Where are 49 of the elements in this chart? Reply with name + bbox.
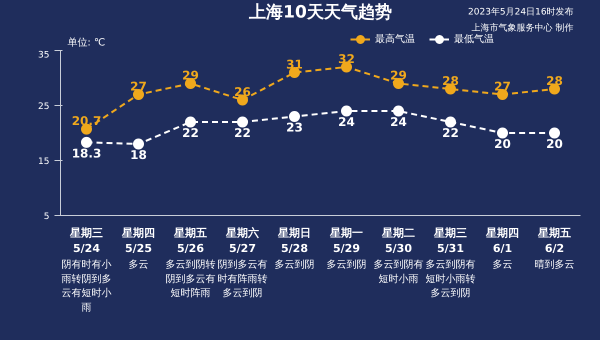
x-tick-label: 星期日 5/28 — [277, 226, 311, 256]
data-label: 28 — [442, 74, 459, 88]
x-tick-label: 星期一 5/29 — [329, 226, 363, 256]
data-label: 29 — [390, 68, 407, 82]
data-label: 20 — [494, 137, 511, 151]
data-label: 18 — [130, 148, 147, 162]
y-tick-label: 25 — [38, 102, 50, 112]
data-label: 26 — [234, 85, 251, 99]
y-tick-label: 35 — [38, 50, 50, 60]
text: 上海市气象服务中心 制作 — [472, 22, 574, 34]
text: 多云 — [492, 258, 512, 270]
data-label: 24 — [390, 115, 407, 129]
x-tick-label: 星期二 5/30 — [381, 226, 415, 256]
x-tick-label: 星期五 5/26 — [173, 226, 207, 256]
x-tick-label: 星期四 6/1 — [485, 226, 519, 256]
data-label: 29 — [182, 68, 199, 82]
text: 多云 — [128, 258, 148, 270]
data-label: 27 — [130, 80, 147, 94]
data-label: 22 — [234, 126, 251, 140]
data-label: 22 — [442, 126, 459, 140]
data-label: 20 — [546, 137, 563, 151]
y-tick-label: 15 — [38, 157, 50, 167]
data-label: 32 — [338, 52, 355, 66]
data-label: 28 — [546, 74, 563, 88]
text: 多云到阴 — [274, 258, 314, 270]
data-label: 24 — [338, 115, 355, 129]
legend-label: 最高气温 — [375, 32, 415, 46]
x-tick-label: 星期四 5/25 — [121, 226, 155, 256]
x-tick-label: 星期五 6/2 — [537, 226, 571, 256]
data-label: 18.3 — [72, 146, 102, 160]
text: 多云到阴 — [326, 258, 366, 270]
y-axis-title: 单位: ℃ — [67, 36, 106, 48]
text: 多云到阴有短时小雨 — [374, 258, 424, 285]
text: 阴到多云有时有阵雨转多云到阴 — [218, 258, 268, 300]
x-tick-label: 星期六 5/27 — [225, 226, 259, 256]
chart-title: 上海10天天气趋势 — [248, 2, 392, 22]
data-label: 31 — [286, 58, 303, 72]
text: 多云到阴转阴到多云有短时阵雨 — [166, 258, 216, 300]
text: 多云到阴有短时小雨转多云到阴 — [426, 258, 476, 300]
data-label: 27 — [494, 80, 511, 94]
text: 2023年5月24日16时发布 — [468, 6, 574, 18]
x-tick-label: 星期三 5/31 — [433, 226, 467, 256]
y-tick-label: 5 — [44, 212, 50, 222]
text: 晴到多云 — [534, 258, 574, 270]
x-tick-label: 星期三 5/24 — [69, 226, 103, 256]
data-label: 23 — [286, 120, 303, 134]
text: 阴有时有小雨转阴到多云有短时小雨 — [62, 258, 112, 314]
legend-label: 最低气温 — [454, 33, 494, 46]
data-label: 22 — [182, 126, 199, 140]
